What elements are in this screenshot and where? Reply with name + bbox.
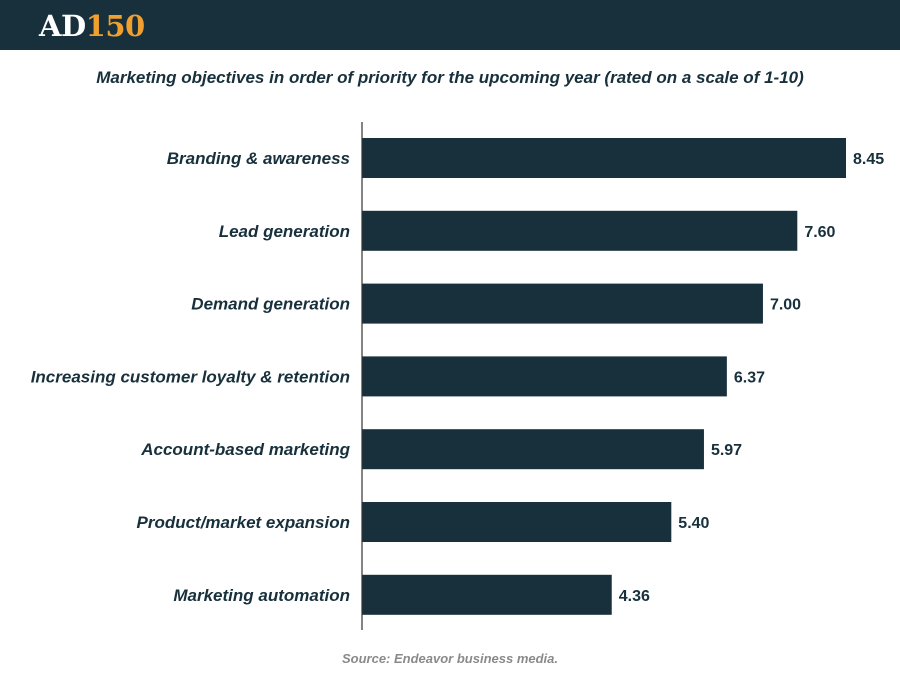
value-label-1: 7.60	[804, 224, 835, 241]
category-label-1: Lead generation	[219, 222, 350, 241]
logo-text: AD	[39, 9, 86, 43]
bar-0	[362, 138, 846, 178]
category-label-5: Product/market expansion	[136, 513, 350, 532]
value-label-5: 5.40	[678, 515, 709, 532]
category-label-6: Marketing automation	[173, 586, 350, 605]
bar-2	[362, 283, 763, 324]
value-label-3: 6.37	[734, 369, 765, 386]
category-label-2: Demand generation	[191, 295, 350, 314]
bar-1	[362, 210, 798, 251]
value-label-2: 7.00	[770, 297, 801, 314]
bar-3	[362, 356, 727, 397]
bar-4	[362, 429, 704, 470]
header-bar: AD150	[0, 0, 900, 50]
value-label-4: 5.97	[711, 442, 742, 459]
ad150-logo: AD150	[39, 6, 145, 46]
bar-6	[362, 574, 612, 615]
source-note: Source: Endeavor business media.	[341, 651, 559, 666]
chart-title: Marketing objectives in order of priorit…	[96, 68, 804, 87]
category-label-0: Branding & awareness	[167, 149, 350, 168]
category-label-3: Increasing customer loyalty & retention	[31, 367, 350, 386]
bar-5	[362, 502, 672, 542]
category-label-4: Account-based marketing	[140, 440, 350, 459]
value-label-0: 8.45	[853, 151, 884, 168]
value-label-6: 4.36	[619, 588, 650, 605]
logo-number: 150	[85, 9, 146, 43]
